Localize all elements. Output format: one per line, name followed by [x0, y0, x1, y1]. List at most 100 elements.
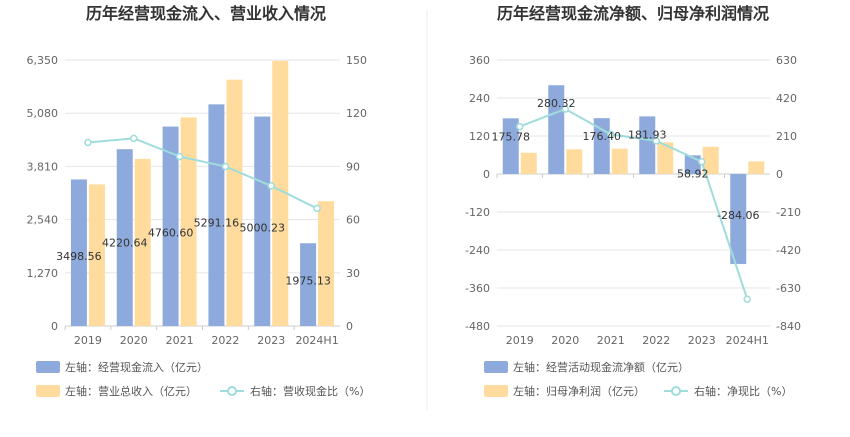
ratio-point[interactable] — [698, 157, 706, 166]
y-left-tick-label: -240 — [465, 244, 490, 257]
y-right-tick-label: 150 — [346, 54, 367, 67]
chart-title: 历年经营现金流入、营业收入情况 — [86, 4, 326, 23]
ratio-point[interactable] — [267, 182, 275, 190]
legend-marker-ratio[interactable] — [227, 386, 237, 396]
y-right-tick-label: 0 — [776, 168, 783, 181]
legend-label-net-profit[interactable]: 左轴：归母净利润（亿元） — [513, 384, 645, 398]
y-right-tick-label: -630 — [776, 282, 801, 295]
y-right-tick-label: 420 — [776, 92, 797, 105]
y-left-tick-label: 360 — [469, 54, 490, 67]
y-left-tick-label: 2,540 — [27, 214, 59, 227]
data-label: 280.32 — [537, 97, 576, 110]
y-left-tick-label: 240 — [469, 92, 490, 105]
y-right-tick-label: 30 — [346, 267, 360, 280]
x-tick-label: 2020 — [120, 334, 148, 347]
y-left-tick-label: 1,270 — [27, 267, 59, 280]
bar-secondary[interactable] — [180, 117, 197, 326]
bar-primary[interactable] — [502, 118, 519, 174]
data-label: 175.78 — [492, 130, 531, 143]
x-tick-label: 2023 — [257, 334, 285, 347]
x-tick-label: 2024H1 — [726, 334, 769, 347]
data-label: 58.92 — [677, 167, 709, 180]
y-right-tick-label: 60 — [346, 214, 360, 227]
y-left-tick-label: -360 — [465, 282, 490, 295]
data-label: 5291.16 — [194, 216, 240, 229]
ratio-point[interactable] — [743, 295, 751, 303]
ratio-line — [519, 107, 749, 300]
legend-label-ratio[interactable]: 右轴：净现比（%） — [694, 384, 792, 398]
y-right-tick-label: 630 — [776, 54, 797, 67]
ratio-point[interactable] — [516, 122, 524, 131]
x-tick-label: 2020 — [551, 334, 579, 347]
ratio-point[interactable] — [84, 138, 92, 147]
x-tick-label: 2021 — [597, 334, 625, 347]
x-tick-label: 2023 — [688, 334, 716, 347]
y-right-tick-label: -420 — [776, 244, 801, 257]
y-left-tick-label: -480 — [465, 320, 490, 333]
bar-primary[interactable] — [116, 149, 133, 326]
bar-secondary[interactable] — [657, 142, 674, 174]
ratio-point[interactable] — [607, 130, 615, 139]
legend-swatch-cash-inflow[interactable] — [36, 361, 60, 373]
y-left-tick-label: 0 — [483, 168, 490, 181]
bar-secondary[interactable] — [520, 152, 537, 174]
bar-secondary[interactable] — [272, 60, 289, 326]
legend-swatch-net-profit[interactable] — [484, 385, 508, 397]
y-left-tick-label: 3,810 — [27, 160, 59, 173]
bar-primary[interactable] — [548, 85, 565, 174]
y-left-tick-label: 6,350 — [27, 54, 59, 67]
y-right-tick-label: -210 — [776, 206, 801, 219]
x-tick-label: 2019 — [74, 334, 102, 347]
x-tick-label: 2019 — [506, 334, 534, 347]
x-tick-label: 2024H1 — [295, 334, 338, 347]
legend-label-ratio[interactable]: 右轴：营收现金比（%） — [250, 384, 370, 398]
legend-label-net-cash-flow[interactable]: 左轴：经营活动现金流净额（亿元） — [513, 360, 689, 374]
y-right-tick-label: 210 — [776, 130, 797, 143]
ratio-line — [87, 137, 318, 210]
legend-marker-ratio[interactable] — [671, 386, 681, 396]
y-left-tick-label: 5,080 — [27, 107, 59, 120]
ratio-point[interactable] — [130, 134, 138, 143]
bar-secondary[interactable] — [88, 184, 105, 326]
legend-swatch-revenue[interactable] — [36, 385, 60, 397]
bar-secondary[interactable] — [134, 158, 151, 326]
bar-primary[interactable] — [254, 116, 271, 326]
data-label: -284.06 — [717, 209, 759, 222]
y-left-tick-label: 0 — [51, 320, 58, 333]
ratio-point[interactable] — [313, 204, 321, 213]
ratio-point[interactable] — [652, 137, 660, 145]
data-label: 4760.60 — [148, 226, 194, 239]
y-right-tick-label: 0 — [346, 320, 353, 333]
bar-secondary[interactable] — [702, 146, 719, 174]
y-right-tick-label: -840 — [776, 320, 801, 333]
ratio-point[interactable] — [175, 152, 184, 161]
legend-label-cash-inflow[interactable]: 左轴：经营现金流入（亿元） — [65, 360, 208, 374]
bar-secondary[interactable] — [748, 161, 765, 174]
y-right-tick-label: 90 — [346, 160, 360, 173]
ratio-point[interactable] — [561, 105, 569, 113]
bar-secondary[interactable] — [566, 149, 583, 174]
bar-secondary[interactable] — [611, 148, 628, 174]
bar-secondary[interactable] — [226, 79, 243, 326]
y-left-tick-label: 120 — [469, 130, 490, 143]
bar-primary[interactable] — [208, 104, 225, 327]
legend: 左轴：经营现金流入（亿元） 左轴：营业总收入（亿元） 右轴：营收现金比（%） — [36, 360, 370, 398]
data-label: 181.93 — [628, 128, 667, 141]
bar-primary[interactable] — [70, 179, 87, 326]
ratio-point[interactable] — [221, 162, 230, 171]
bar-primary[interactable] — [639, 116, 656, 174]
chart-title: 历年经营现金流净额、归母净利润情况 — [497, 4, 769, 23]
y-right-tick-label: 120 — [346, 107, 367, 120]
bar-primary[interactable] — [730, 174, 747, 264]
cash-inflow-revenue-chart: 历年经营现金流入、营业收入情况 3498.564220.644760.60529… — [27, 4, 371, 398]
bar-secondary[interactable] — [318, 201, 335, 326]
x-tick-label: 2022 — [211, 334, 239, 347]
legend-label-revenue[interactable]: 左轴：营业总收入（亿元） — [65, 384, 197, 398]
net-cash-flow-profit-chart: 历年经营现金流净额、归母净利润情况 175.78 280.32 176.40 181.… — [465, 4, 801, 398]
x-tick-label: 2021 — [166, 334, 194, 347]
y-left-tick-label: -120 — [465, 206, 490, 219]
bar-primary[interactable] — [300, 243, 317, 326]
bar-primary[interactable] — [162, 126, 179, 326]
legend-swatch-net-cash-flow[interactable] — [484, 361, 508, 373]
